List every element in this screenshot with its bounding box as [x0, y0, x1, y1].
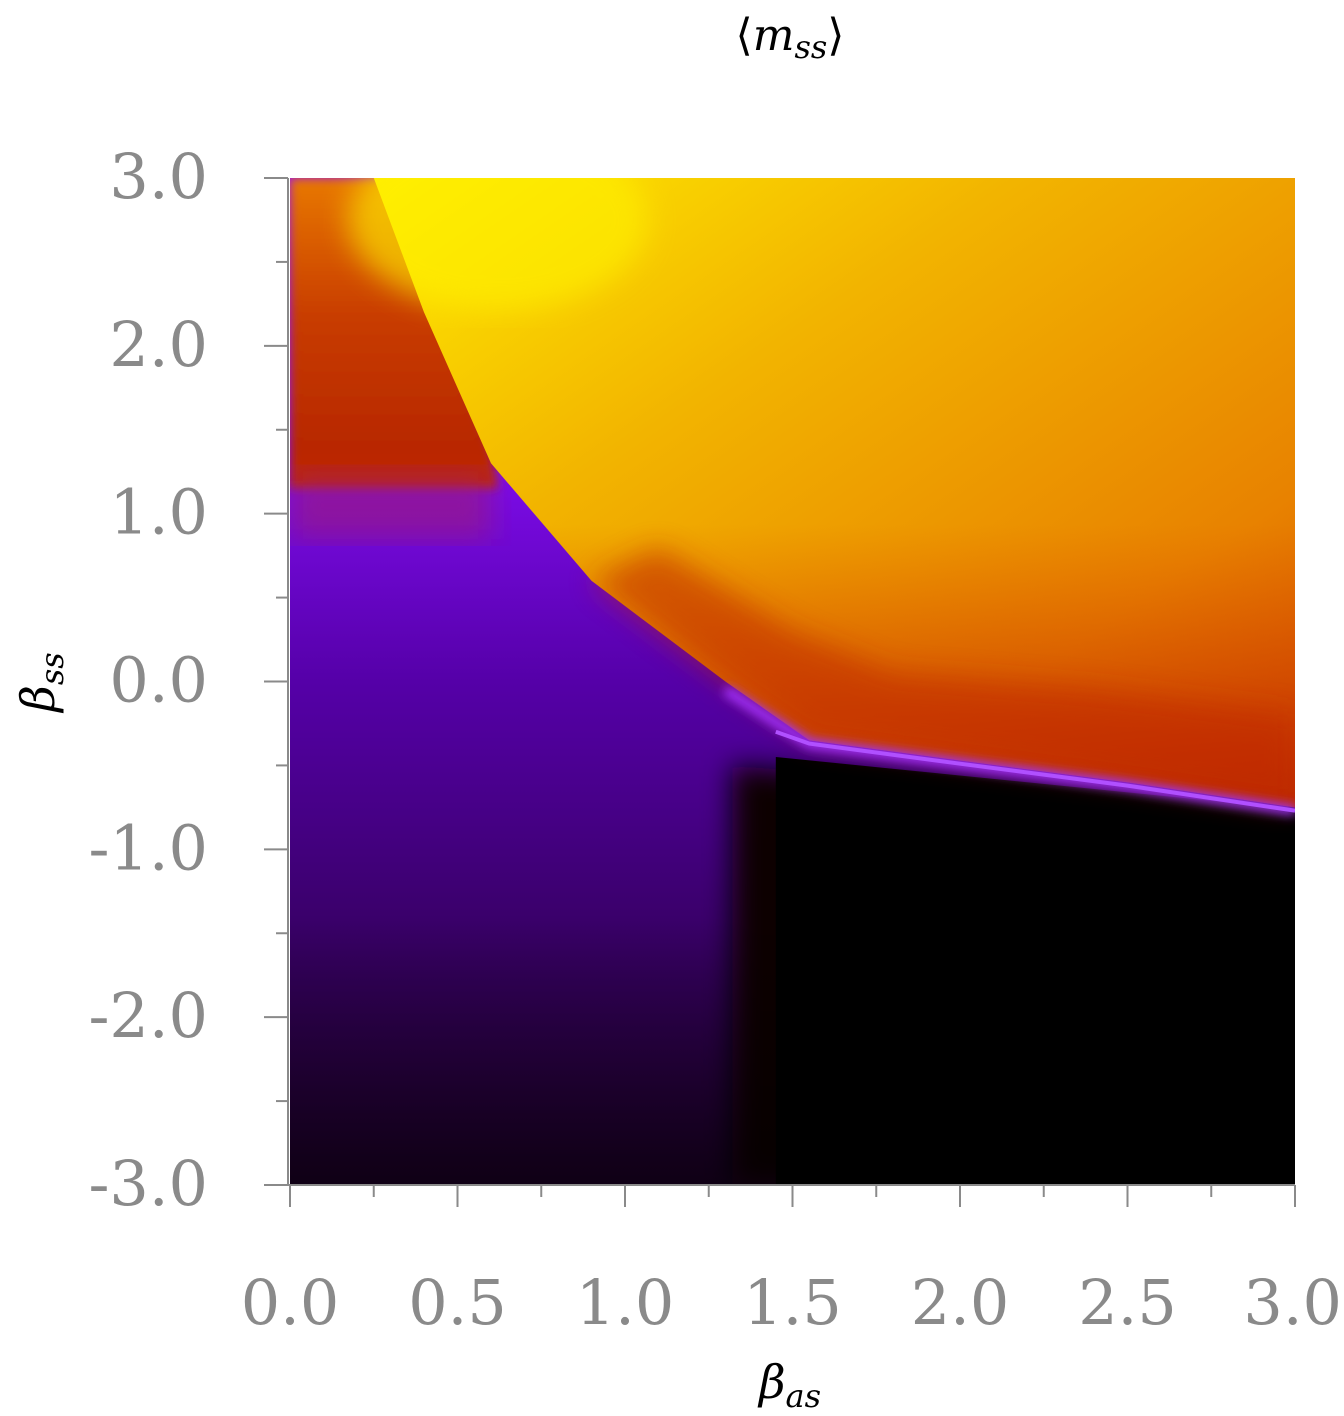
x-tick-label: 1.5 — [743, 1266, 842, 1339]
chart-title: ⟨mss⟩ — [736, 10, 845, 66]
x-tick-label: 2.5 — [1078, 1266, 1177, 1339]
x-axis-label: βas — [757, 1355, 821, 1415]
y-tick-label: 3.0 — [109, 140, 208, 213]
region-yellow-shade — [373, 178, 1295, 808]
title-open: ⟨ — [736, 10, 753, 61]
axes: 3.0 2.0 1.0 0.0 -1.0 -2.0 -3.0 0.0 0.5 1.0 1.5 2.0 2… — [88, 140, 1342, 1339]
y-tick-label: 1.0 — [109, 476, 208, 549]
region-upper-left-red — [290, 178, 498, 489]
lower-red-band — [591, 547, 1295, 808]
y-tick-label: -3.0 — [88, 1147, 208, 1220]
x-tick-label: 3.0 — [1243, 1266, 1342, 1339]
y-axis-label-base: β — [11, 685, 65, 714]
x-axis-label-base: β — [757, 1355, 786, 1409]
title-sub: ss — [794, 28, 827, 66]
bottom-shade — [290, 916, 1295, 1185]
title-close: ⟩ — [827, 10, 844, 61]
y-tick-label: -2.0 — [88, 979, 208, 1052]
y-tick-label: 0.0 — [109, 644, 208, 717]
x-tick-label: 0.0 — [241, 1266, 340, 1339]
x-tick-label: 0.5 — [408, 1266, 507, 1339]
x-axis-label-sub: as — [786, 1377, 822, 1415]
heatmap-plot-area — [290, 178, 1295, 1185]
y-tick-label: -1.0 — [88, 811, 208, 884]
x-tick-label: 1.0 — [576, 1266, 675, 1339]
yellow-peak — [347, 178, 648, 310]
violet-ridge-core — [775, 729, 1295, 813]
red-purple-transition — [290, 471, 491, 539]
y-tick-label: 2.0 — [109, 308, 208, 381]
x-tick-label: 2.0 — [911, 1266, 1010, 1339]
y-axis-label-sub: ss — [33, 652, 71, 685]
title-base: m — [753, 10, 795, 61]
y-axis-label: βss — [11, 652, 71, 713]
